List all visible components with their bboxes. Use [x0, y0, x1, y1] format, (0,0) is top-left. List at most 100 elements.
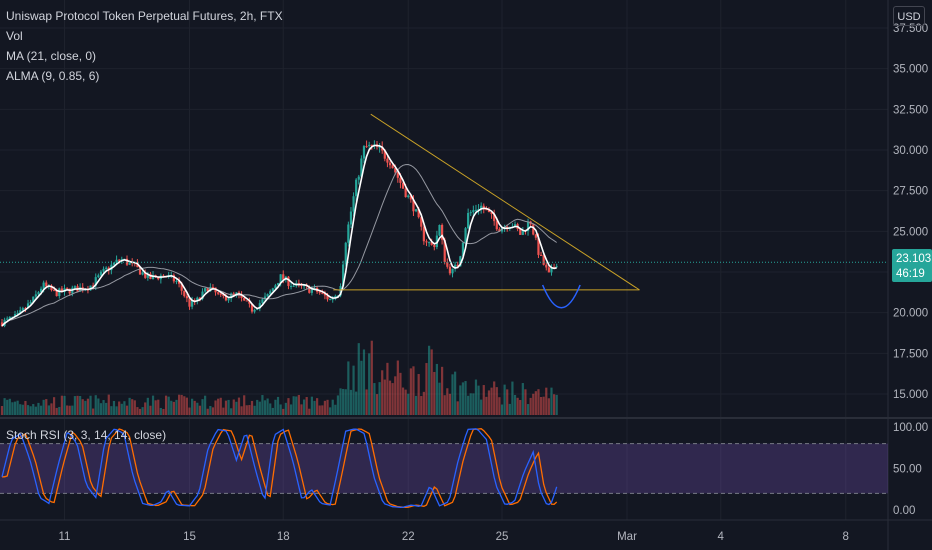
- candle-body: [68, 288, 71, 294]
- volume-bar: [521, 383, 524, 415]
- volume-bar: [279, 404, 282, 415]
- volume-bar: [477, 385, 480, 415]
- volume-bar: [115, 406, 118, 415]
- volume-bar: [524, 389, 527, 415]
- candle-body: [344, 242, 347, 265]
- legend-stoch-rsi[interactable]: Stoch RSI (3, 3, 14, 14, close): [6, 428, 167, 442]
- candle-body: [347, 224, 350, 243]
- volume-bar: [378, 382, 381, 415]
- candle-body: [201, 291, 204, 299]
- volume-bar: [316, 398, 319, 415]
- volume-bar: [50, 403, 53, 415]
- volume-bar: [313, 400, 316, 415]
- legend-ma[interactable]: MA (21, close, 0): [6, 49, 97, 63]
- candle-body: [266, 294, 269, 297]
- volume-bar: [107, 394, 110, 415]
- volume-bar: [164, 395, 168, 415]
- volume-bar: [487, 390, 491, 415]
- candle-body: [204, 288, 207, 292]
- candle-body: [261, 299, 264, 304]
- volume-bar: [534, 391, 537, 415]
- candle-body: [196, 297, 199, 302]
- volume-bar: [391, 383, 394, 415]
- trendline: [370, 113, 640, 291]
- candle-body: [490, 212, 493, 215]
- volume-bar: [112, 400, 116, 415]
- volume-bar: [355, 391, 358, 415]
- candle-body: [198, 297, 202, 299]
- candle-body: [308, 286, 311, 293]
- candle-body: [52, 290, 56, 292]
- volume-bar: [433, 371, 436, 415]
- volume-bar: [503, 384, 506, 415]
- volume-bar: [308, 408, 311, 415]
- volume-bar: [193, 400, 196, 415]
- candle-body: [55, 290, 58, 297]
- volume-bar: [349, 389, 353, 415]
- y-tick-label: 25.000: [893, 226, 928, 238]
- volume-bar: [339, 388, 342, 415]
- volume-bar: [89, 395, 92, 415]
- candle-body: [34, 294, 37, 297]
- candle-body: [526, 221, 530, 232]
- candle-body: [240, 294, 243, 298]
- candle-body: [141, 272, 144, 275]
- volume-bar: [420, 396, 423, 415]
- volume-bar: [284, 402, 287, 415]
- volume-bar: [39, 405, 43, 415]
- candle-body: [183, 290, 186, 297]
- volume-bar: [495, 387, 498, 415]
- candle-body: [50, 285, 53, 291]
- candle-body: [19, 310, 22, 313]
- candle-body: [417, 209, 420, 218]
- candle-body: [282, 274, 285, 280]
- y-tick-label: 32.500: [893, 104, 928, 116]
- candle-body: [412, 199, 415, 212]
- volume-bar: [8, 398, 11, 415]
- volume-bar: [253, 405, 256, 415]
- candle-body: [32, 296, 35, 302]
- volume-bar: [542, 396, 545, 415]
- volume-bar: [490, 387, 493, 415]
- volume-bar: [84, 400, 87, 415]
- volume-bar: [430, 349, 433, 415]
- volume-bar: [381, 370, 384, 415]
- drawing-tools[interactable]: [0, 113, 888, 309]
- volume-bar: [472, 393, 475, 415]
- currency-button[interactable]: USD: [893, 6, 925, 26]
- legend-volume[interactable]: Vol: [6, 29, 23, 43]
- candle-body: [329, 299, 332, 301]
- candle-body: [289, 285, 293, 287]
- legend-alma[interactable]: ALMA (9, 0.85, 6): [6, 69, 100, 83]
- volume-bar: [425, 363, 428, 415]
- volume-bar: [55, 407, 58, 415]
- volume-bar: [360, 360, 363, 415]
- volume-bar: [63, 395, 66, 415]
- candle-body: [357, 176, 360, 180]
- volume-bar: [68, 405, 71, 415]
- volume-bar: [86, 398, 90, 415]
- candle-body: [243, 297, 246, 301]
- candle-body: [467, 212, 470, 229]
- volume-bar: [3, 398, 6, 415]
- volume-bar: [81, 399, 84, 415]
- last-price-tag: 23.103 46:19: [892, 249, 932, 282]
- candle-body: [191, 300, 194, 307]
- volume-bar: [52, 397, 56, 415]
- candle-body: [555, 266, 558, 268]
- candle-body: [230, 293, 233, 299]
- volume-bar: [511, 381, 514, 415]
- x-tick-label: 25: [496, 531, 509, 543]
- volume-bar: [256, 399, 259, 415]
- volume-bar: [467, 395, 470, 415]
- candle-body: [58, 288, 61, 297]
- volume-bar: [404, 389, 407, 415]
- volume-bar: [464, 381, 467, 415]
- candle-body: [271, 288, 274, 292]
- candle-body: [550, 267, 553, 273]
- volume-bar: [118, 401, 121, 415]
- volume-bar: [388, 380, 392, 415]
- candle-body: [433, 244, 436, 248]
- volume-bar: [191, 398, 194, 415]
